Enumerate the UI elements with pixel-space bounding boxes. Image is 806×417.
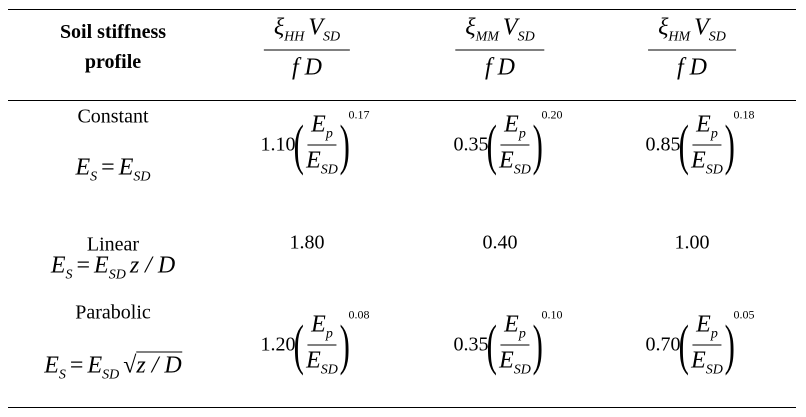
coefficient: 0.70 bbox=[645, 333, 681, 356]
left-paren: ( bbox=[678, 314, 689, 376]
row-label: Parabolic bbox=[75, 301, 151, 324]
exponent: 0.08 bbox=[348, 307, 370, 322]
coefficient: 0.35 bbox=[453, 333, 489, 356]
cell-formula: 0.70 ( Ep ESD ) 0.05 bbox=[645, 307, 755, 378]
coefficient: 1.10 bbox=[260, 133, 296, 156]
cell-formula: 0.35 ( Ep ESD ) 0.20 bbox=[453, 107, 563, 178]
header-ratio-1: ξMM VSD f D bbox=[455, 15, 545, 82]
header-rule bbox=[8, 100, 796, 101]
cell-formula: 0.85 ( Ep ESD ) 0.18 bbox=[645, 107, 755, 178]
cell-value: 1.80 bbox=[289, 231, 325, 254]
cell-formula: 0.35 ( Ep ESD ) 0.10 bbox=[453, 307, 563, 378]
header-ratio-0: ξHH VSD f D bbox=[263, 15, 351, 82]
cell-formula: 1.10 ( Ep ESD ) 0.17 bbox=[260, 107, 370, 178]
profile-formula: ES = ESD z / D bbox=[50, 252, 176, 283]
bottom-rule bbox=[8, 407, 796, 408]
cell-value: 0.40 bbox=[482, 231, 518, 254]
left-paren: ( bbox=[486, 114, 497, 176]
exponent: 0.10 bbox=[541, 307, 563, 322]
coefficient: 0.85 bbox=[645, 133, 681, 156]
header-line: profile bbox=[84, 51, 142, 73]
header-soil-profile: Soil stiffness profile bbox=[60, 17, 166, 77]
left-paren: ( bbox=[293, 314, 304, 376]
top-rule bbox=[8, 9, 796, 10]
exponent: 0.18 bbox=[733, 107, 755, 122]
right-paren: ) bbox=[340, 114, 351, 176]
right-paren: ) bbox=[725, 314, 736, 376]
header-ratio-2: ξHM VSD f D bbox=[648, 15, 736, 82]
left-paren: ( bbox=[486, 314, 497, 376]
right-paren: ) bbox=[725, 114, 736, 176]
row-label: Constant bbox=[77, 105, 149, 128]
coefficient: 0.35 bbox=[453, 133, 489, 156]
right-paren: ) bbox=[533, 114, 544, 176]
row-label: Linear bbox=[86, 233, 140, 256]
left-paren: ( bbox=[293, 114, 304, 176]
cell-value: 1.00 bbox=[674, 231, 710, 254]
exponent: 0.20 bbox=[541, 107, 563, 122]
profile-formula: ES = ESD √z / D bbox=[44, 351, 182, 383]
right-paren: ) bbox=[340, 314, 351, 376]
left-paren: ( bbox=[678, 114, 689, 176]
exponent: 0.05 bbox=[733, 307, 755, 322]
header-line: Soil stiffness bbox=[59, 21, 167, 43]
coefficient: 1.20 bbox=[260, 333, 296, 356]
right-paren: ) bbox=[533, 314, 544, 376]
exponent: 0.17 bbox=[348, 107, 370, 122]
profile-formula: ES = ESD bbox=[75, 154, 151, 185]
cell-formula: 1.20 ( Ep ESD ) 0.08 bbox=[260, 307, 370, 378]
